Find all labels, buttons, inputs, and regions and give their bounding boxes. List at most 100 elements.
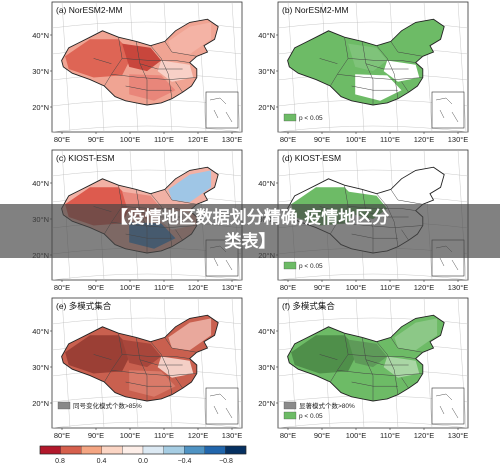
graticule-line (277, 421, 469, 429)
longitude-tick-label: 120°E (414, 431, 435, 440)
shaded-region (168, 170, 212, 203)
province-boundary (125, 381, 172, 387)
longitude-tick-label: 80°E (280, 283, 296, 292)
graticule-line (277, 273, 469, 281)
longitude-tick-label: 80°E (54, 431, 70, 440)
panel-label: (e) 多模式集合 (56, 301, 112, 311)
longitude-tick-label: 120°E (414, 135, 435, 144)
map-panel-2: (b) NorESM2-MM p < 0.05 40°N 30°N 20°N 80°E 90… (258, 1, 469, 144)
inset-islands (435, 97, 459, 123)
shaded-region (129, 74, 176, 101)
province-boundary (175, 377, 183, 389)
province-boundary (348, 354, 416, 359)
province-boundary (104, 333, 123, 383)
longitude-tick-label: 130°E (448, 283, 469, 292)
longitude-tick-label: 100°E (120, 135, 141, 144)
shaded-region (157, 60, 194, 82)
province-boundary (164, 41, 197, 57)
shaded-region (129, 370, 176, 397)
province-boundary (362, 337, 374, 401)
province-boundary (337, 74, 423, 80)
province-boundary (104, 37, 123, 87)
latitude-tick-label: 40°N (258, 327, 275, 336)
legend-swatch (283, 401, 297, 410)
province-boundary (164, 189, 197, 205)
graticule-line (277, 169, 469, 177)
longitude-tick-label: 90°E (314, 283, 330, 292)
longitude-tick-label: 80°E (54, 283, 70, 292)
panel-label: (b) NorESM2-MM (282, 5, 349, 15)
legend-swatch (283, 113, 297, 122)
colorbar-tick-label: 0.8 (55, 458, 65, 464)
longitude-tick-label: 90°E (88, 283, 104, 292)
province-boundary (150, 341, 173, 395)
longitude-tick-label: 110°E (380, 135, 400, 144)
shaded-region (348, 43, 388, 72)
latitude-tick-label: 30°N (32, 363, 49, 372)
province-boundary (330, 37, 349, 87)
graticule-line (51, 21, 243, 29)
latitude-tick-label: 30°N (258, 363, 275, 372)
latitude-tick-label: 20°N (32, 399, 49, 408)
shaded-region (383, 60, 420, 82)
legend-swatch (57, 401, 71, 410)
shaded-region (355, 74, 402, 101)
province-boundary (125, 85, 172, 91)
shaded-region (348, 339, 388, 368)
province-boundary (365, 359, 409, 366)
longitude-tick-label: 110°E (380, 431, 400, 440)
longitude-tick-label: 110°E (154, 431, 174, 440)
colorbar-cell (163, 445, 185, 455)
province-boundary (122, 354, 190, 359)
province-boundary (362, 41, 374, 105)
colorbar-cell (39, 445, 61, 455)
map-panel-1: (a) NorESM2-MM 40°N 30°N 20°N 80°E 90°E 100°E 1… (32, 1, 243, 144)
colorbar-cell (204, 445, 226, 455)
province-boundary (139, 359, 183, 366)
longitude-tick-label: 130°E (448, 431, 469, 440)
colorbar-cell (184, 445, 205, 455)
graticule-line (457, 297, 467, 429)
province-boundary (376, 341, 399, 395)
colorbar: 0.8 0.4 0.0 −0.4 −0.8 (39, 445, 247, 465)
longitude-tick-label: 130°E (222, 135, 243, 144)
panel-label: (c) KIOST-ESM (56, 153, 115, 163)
latitude-tick-label: 30°N (32, 67, 49, 76)
colorbar-cell (101, 445, 123, 455)
longitude-tick-label: 130°E (222, 283, 243, 292)
graticule-line (51, 169, 243, 177)
latitude-tick-label: 40°N (258, 31, 275, 40)
colorbar-tick-label: −0.4 (178, 458, 192, 464)
longitude-tick-label: 120°E (188, 283, 209, 292)
latitude-tick-label: 20°N (258, 399, 275, 408)
province-boundary (175, 81, 183, 93)
longitude-tick-label: 80°E (54, 135, 70, 144)
longitude-tick-label: 120°E (188, 431, 209, 440)
overlay-line-2: 类表】 (224, 232, 276, 252)
province-boundary (319, 354, 338, 360)
legend-swatch (283, 411, 297, 420)
legend-label: p < 0.05 (299, 263, 323, 270)
province-boundary (376, 45, 399, 99)
province-boundary (93, 354, 112, 360)
panel-label: (f) 多模式集合 (282, 301, 335, 311)
province-boundary (111, 74, 197, 80)
legend-label: 同号变化模式个数>85% (73, 401, 142, 410)
province-boundary (122, 58, 190, 63)
colorbar-tick-label: 0.0 (138, 458, 148, 464)
colorbar-cell (60, 445, 82, 455)
province-boundary (348, 58, 416, 63)
province-boundary (337, 370, 423, 376)
inset-map-frame (205, 387, 239, 425)
graticule-line (51, 273, 243, 281)
province-boundary (390, 41, 423, 57)
longitude-tick-label: 100°E (120, 431, 141, 440)
panel-label: (d) KIOST-ESM (282, 153, 341, 163)
province-boundary (401, 377, 409, 389)
inset-map-frame (205, 91, 239, 129)
latitude-tick-label: 40°N (32, 31, 49, 40)
shaded-region (122, 43, 162, 72)
panel-label: (a) NorESM2-MM (56, 5, 123, 15)
